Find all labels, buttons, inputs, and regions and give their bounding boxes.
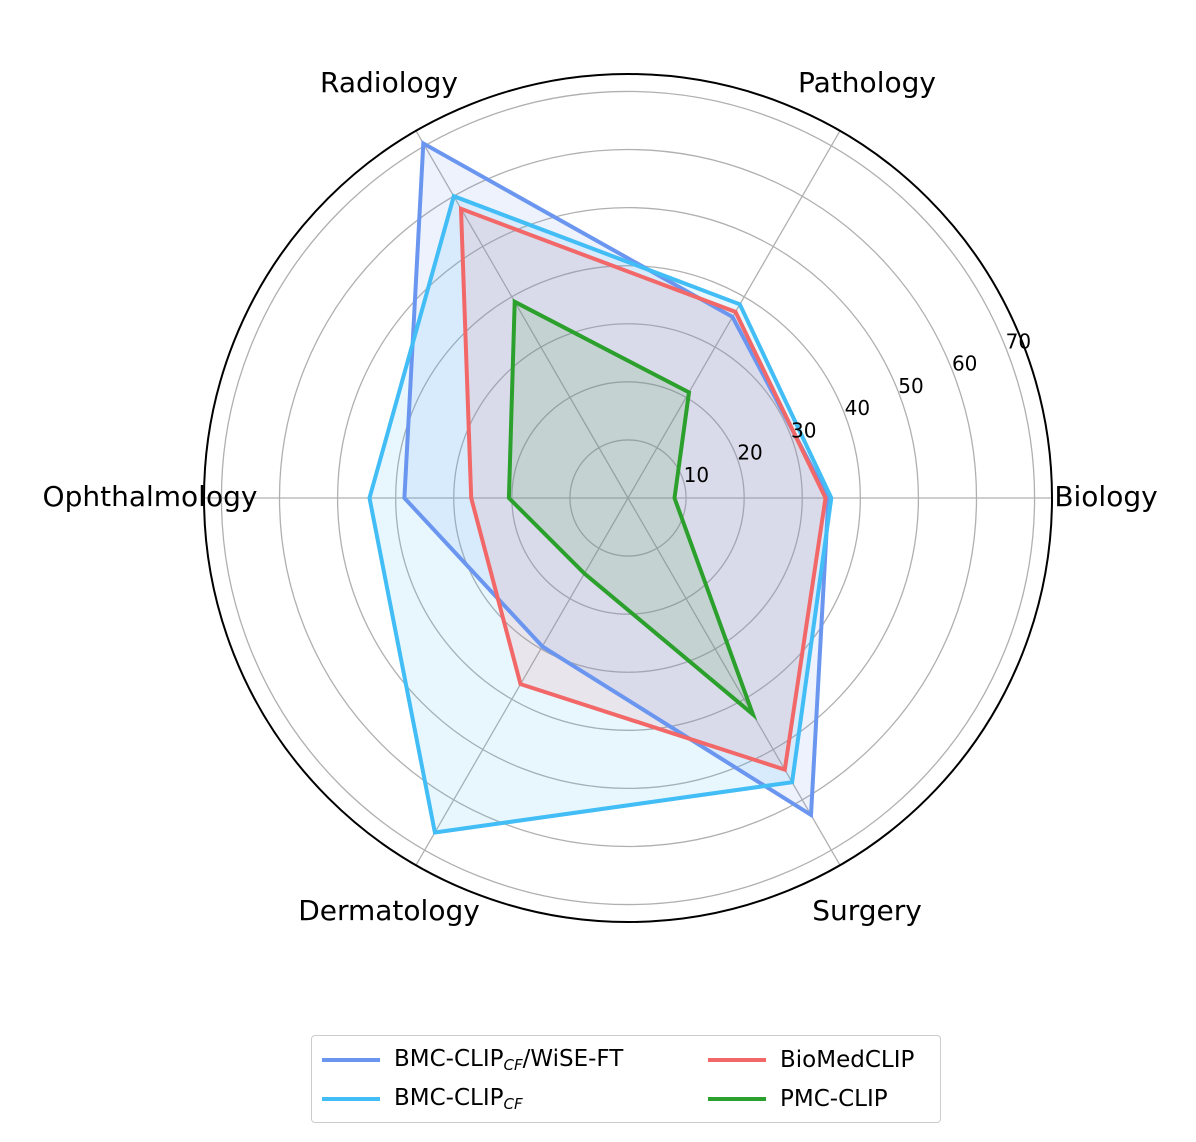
series-line: [506, 298, 758, 721]
radial-tick-label: 50: [898, 374, 923, 398]
legend-swatch: [708, 1058, 766, 1062]
category-label: Radiology: [320, 66, 458, 99]
axis-spoke: [415, 497, 629, 866]
series-fill: [508, 301, 753, 715]
radial-tick-label: 30: [791, 418, 816, 442]
series-fill: [461, 208, 826, 770]
radar-chart: 10 20 30 40 50 60 70 Biology Pathology Radiology…: [43, 66, 1158, 927]
series-fill: [369, 196, 832, 833]
category-labels: Biology Pathology Radiology Ophthalmology De…: [43, 66, 1158, 927]
series-line: [458, 205, 828, 773]
radial-tick-label: 20: [737, 441, 762, 465]
series-line: [367, 193, 834, 835]
legend-item: PMC-CLIP: [708, 1084, 888, 1114]
category-label: Ophthalmology: [43, 480, 258, 513]
category-label: Pathology: [798, 66, 936, 99]
axis-spoke: [627, 497, 841, 866]
legend-label: BMC-CLIPCF: [394, 1085, 523, 1113]
radial-tick-label: 10: [684, 463, 709, 487]
category-label: Biology: [1054, 480, 1157, 513]
legend-label: PMC-CLIP: [780, 1086, 888, 1112]
series-layer: [367, 140, 834, 835]
legend-swatch: [322, 1058, 380, 1062]
legend-swatch: [322, 1097, 380, 1101]
radial-tick-label: 40: [845, 396, 870, 420]
axis-spoke: [415, 130, 629, 499]
series-line: [402, 140, 831, 819]
radial-tick-labels: 10 20 30 40 50 60 70: [684, 329, 1031, 486]
legend-item: BMC-CLIPCF/WiSE-FT: [322, 1045, 623, 1075]
radial-tick-label: 70: [1006, 329, 1031, 353]
legend-item: BMC-CLIPCF: [322, 1084, 523, 1114]
radial-tick-label: 60: [952, 352, 977, 376]
category-label: Surgery: [812, 894, 922, 927]
legend-label: BioMedCLIP: [780, 1047, 915, 1073]
legend-item: BioMedCLIP: [708, 1045, 914, 1075]
category-label: Dermatology: [298, 894, 480, 927]
axis-spokes: [204, 130, 1052, 866]
legend-label: BMC-CLIPCF/WiSE-FT: [394, 1046, 624, 1074]
outer-frame: [203, 73, 1053, 923]
legend: BMC-CLIPCF/WiSE-FT BMC-CLIPCF BioMedCLIP…: [311, 1035, 941, 1123]
legend-swatch: [708, 1097, 766, 1101]
axis-spoke: [627, 130, 841, 499]
